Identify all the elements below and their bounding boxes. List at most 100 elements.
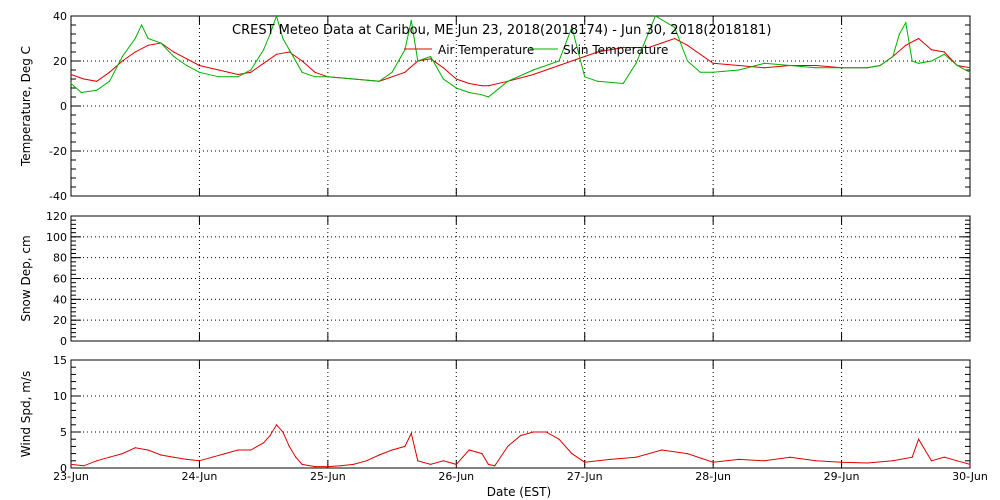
series-point [108,456,111,458]
chart-title: CREST Meteo Data at Caribou, ME Jun 23, … [232,23,771,38]
legend-skin-label: Skin Temperature [563,43,668,57]
series-point [282,37,284,40]
series-point [301,463,303,465]
series-point [378,454,380,456]
series-point [250,449,252,451]
x-axis-label: Date (EST) [487,485,551,499]
series-point [198,460,200,462]
y-tick-label: 0 [60,100,67,113]
y-tick-label: 40 [53,293,67,306]
y-tick-label: 120 [46,210,67,223]
series-point [173,55,175,58]
series-point [224,453,226,455]
series-point [121,453,123,455]
series-point [442,67,444,69]
series-point [275,53,278,55]
series-point [430,58,432,60]
series-point [301,60,303,62]
x-tick-label: 28-Jun [695,470,731,483]
series-line-wind-speed [70,423,971,468]
series-point [597,51,599,53]
series-line-skin-temperature [70,14,971,98]
series-point [487,463,489,465]
series-point [250,71,252,73]
series-point [173,456,175,458]
series-point [532,431,534,433]
series-point [147,44,149,46]
series-point [237,449,239,451]
series-point [275,424,278,426]
series-point [186,64,188,67]
series-point [365,460,367,462]
series-point [134,447,136,449]
series-point [288,51,290,53]
series-point [648,46,650,49]
y-tick-label: 0 [60,462,67,475]
series-point [654,15,657,17]
series-point [96,80,98,82]
series-point [558,60,560,62]
series-point [712,71,714,73]
series-point [83,465,85,467]
series-point [108,71,111,73]
panel-snow: 0 20 40 60 80 100 120 Snow Dep, cm [19,210,971,348]
series-point [417,460,419,462]
series-point [481,85,483,87]
series-point [558,438,560,440]
series-point [558,64,560,67]
series-point [815,64,817,67]
y-tick-label: 15 [53,354,67,367]
y-tick-label: 0 [60,335,67,348]
panel-frame [70,359,971,469]
series-point [738,64,740,67]
panels: -40 -20 0 20 40 Temperature, Deg C 0 20 40 60 80 10… [19,10,988,483]
series-point [597,80,599,82]
series-point [442,78,444,80]
series-point [532,69,534,71]
series-point [282,431,284,433]
series-point [430,55,432,58]
series-point [314,76,316,78]
series-point [410,19,412,22]
series-point [301,71,303,73]
series-point [237,73,239,76]
series-point [410,432,412,434]
y-tick-label: 100 [46,231,67,244]
y-tick-label: -20 [49,145,67,158]
y-tick-label: -40 [49,190,67,203]
series-point [218,69,220,71]
series-point [712,461,714,463]
series-point [943,51,945,53]
series-point [481,94,483,96]
series-point [635,456,637,458]
series-point [462,456,464,458]
series-point [507,80,509,82]
series-point [70,73,72,76]
series-point [943,53,945,55]
series-point [288,445,290,447]
series-point [969,67,971,69]
series-point [622,82,624,85]
series-point [108,80,111,82]
series-point [892,55,894,58]
series-point [609,458,612,460]
series-point [905,44,907,46]
series-point [269,33,271,35]
series-point [763,460,766,462]
series-point [314,466,316,468]
series-point [417,60,419,62]
series-point [584,461,586,463]
series-point [404,445,406,447]
series-point [327,466,329,468]
series-point [487,96,489,98]
series-point [468,82,470,85]
series-point [314,71,316,73]
legend: Air Temperature Skin Temperature [404,43,668,57]
series-point [352,463,355,465]
series-point [738,458,740,460]
x-tick-label: 29-Jun [824,470,860,483]
series-point [352,78,355,80]
x-tick-label: 25-Jun [310,470,346,483]
series-point [686,60,689,62]
panel-frame [70,215,971,342]
